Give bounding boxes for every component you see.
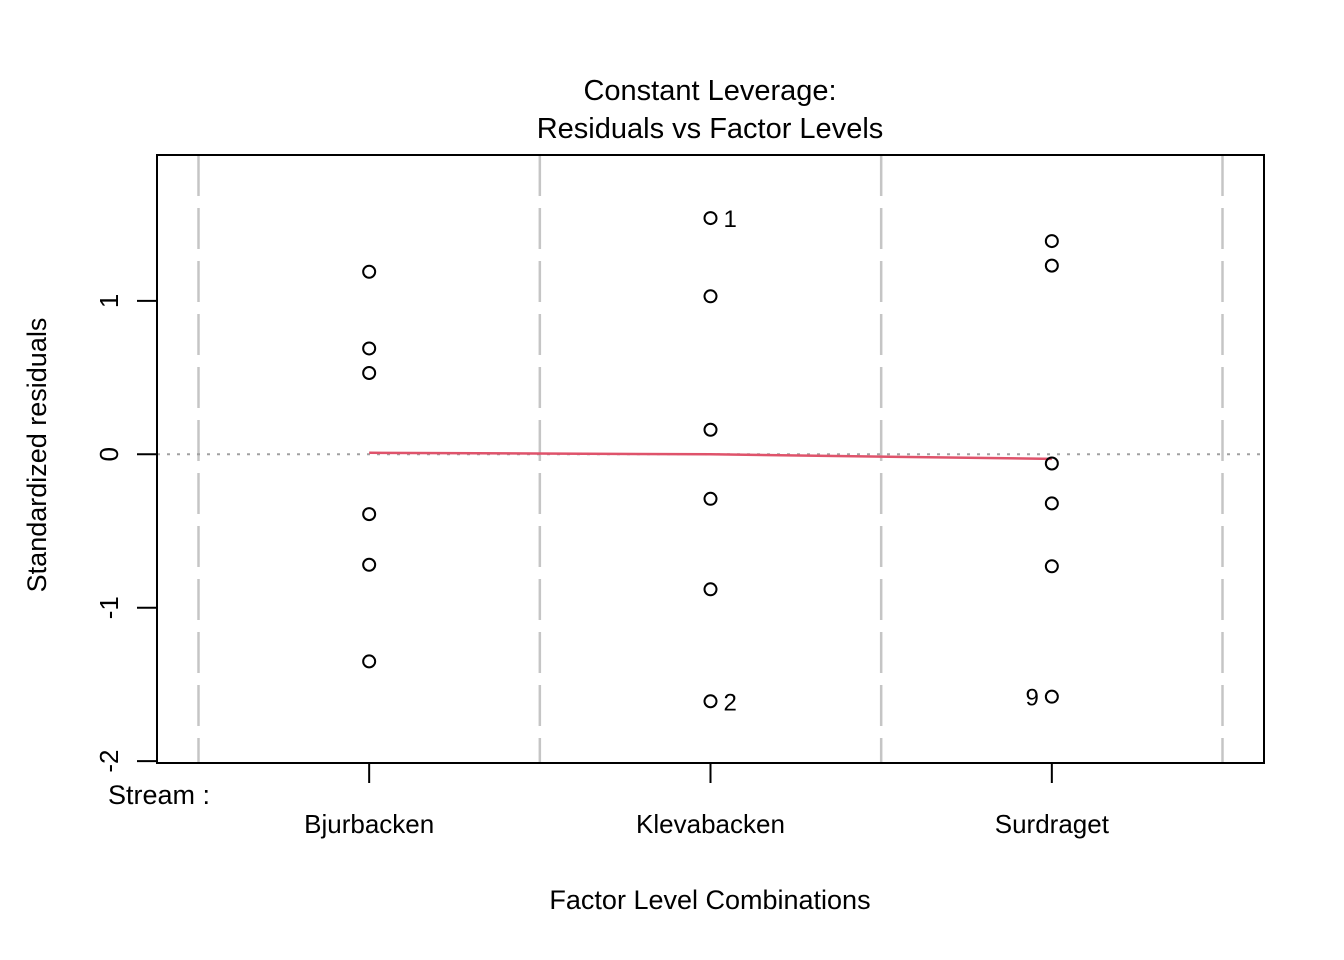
chart-title-line1: Constant Leverage:: [583, 75, 836, 107]
data-point: [703, 289, 718, 304]
factor-boundary-lines: [197, 155, 1224, 763]
data-point: [1044, 496, 1059, 511]
data-point: [1044, 234, 1059, 249]
y-tick-label: -2: [94, 750, 124, 773]
data-point: [703, 211, 718, 226]
chart-title-line2: Residuals vs Factor Levels: [537, 113, 884, 145]
data-point: [1044, 559, 1059, 574]
data-point: [362, 507, 377, 522]
x-tick-label: Bjurbacken: [304, 809, 434, 839]
point-label: 9: [1025, 685, 1038, 712]
data-point: [1044, 456, 1059, 471]
y-tick-label: 1: [94, 294, 124, 308]
data-point: [703, 694, 718, 709]
data-point: [362, 365, 377, 380]
x-tick-label: Klevabacken: [636, 809, 785, 839]
data-point: [1044, 258, 1059, 273]
point-label: 1: [724, 206, 737, 233]
smoother-line: [369, 451, 1052, 461]
factor-name-label: Stream :: [108, 780, 210, 810]
data-point: [703, 422, 718, 437]
x-axis-title: Factor Level Combinations: [549, 885, 870, 915]
y-axis-title: Standardized residuals: [22, 318, 52, 593]
data-points-layer: 1 2 9: [362, 206, 1059, 716]
data-point: [362, 264, 377, 279]
point-label: 2: [724, 689, 737, 716]
data-point: [362, 557, 377, 572]
y-tick-label: 0: [94, 447, 124, 461]
data-point: [362, 341, 377, 356]
plot-border: [156, 154, 1265, 764]
axes-layer: -2 -1 0 1 Bjurbacken Klevabacken Surdraget: [94, 294, 1110, 839]
smoother-line-layer: [369, 451, 1052, 461]
y-tick-label: -1: [94, 596, 124, 619]
data-point: [703, 582, 718, 597]
data-point: [1044, 689, 1059, 704]
data-point: [703, 491, 718, 506]
data-point: [362, 654, 377, 669]
x-tick-label: Surdraget: [995, 809, 1110, 839]
